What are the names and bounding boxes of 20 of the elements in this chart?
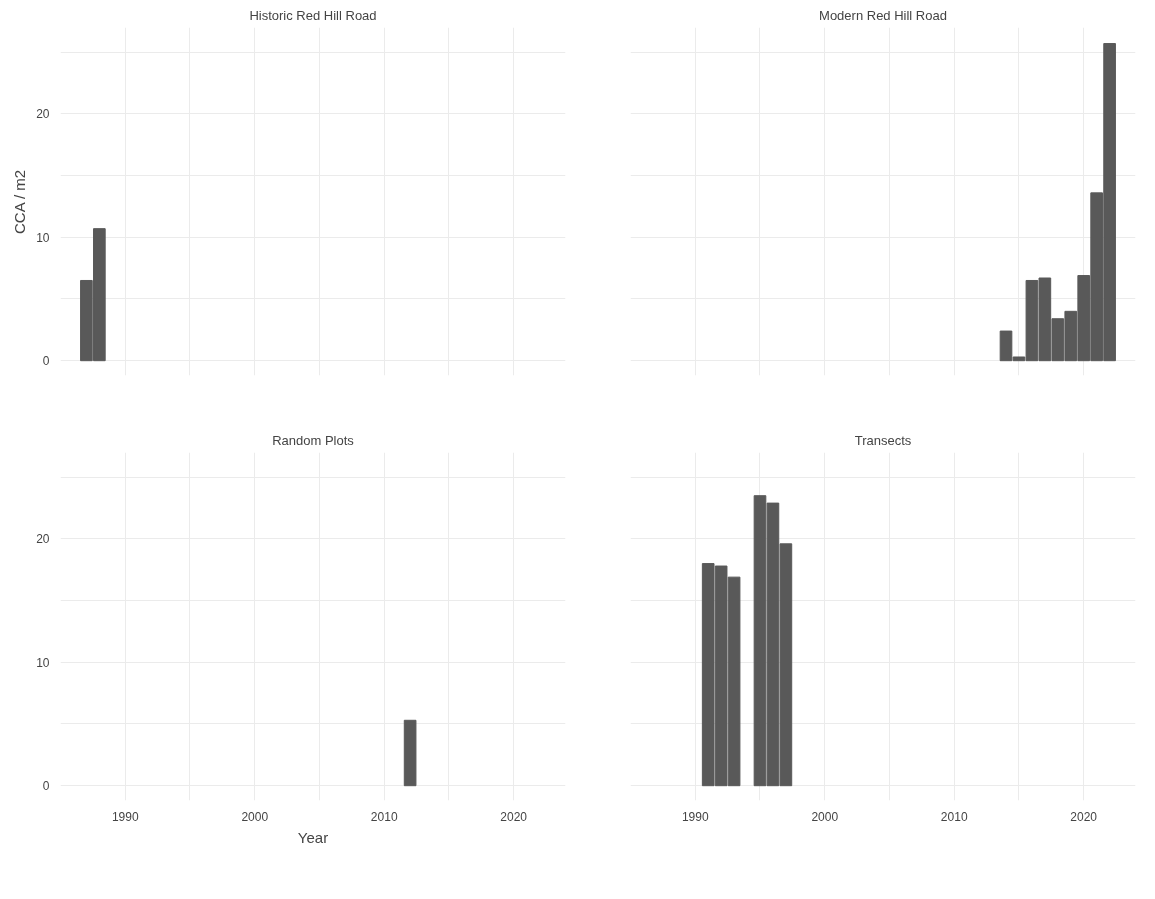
y-tick-label: 0: [42, 354, 50, 369]
y-tick-label: 20: [36, 532, 50, 547]
x-tick-label: 2010: [940, 809, 968, 824]
x-tick-label: 1990: [111, 809, 139, 824]
x-tick-label: 2000: [811, 809, 839, 824]
x-tick-label: 1990: [681, 809, 709, 824]
chart-title: Random Plots: [272, 432, 355, 448]
chart-title: Transects: [854, 432, 912, 448]
chart-title: Historic Red Hill Road: [249, 7, 377, 23]
x-tick-label: 2000: [241, 809, 269, 824]
y-axis-title: CCA / m2: [11, 169, 29, 234]
x-axis-title: Year: [297, 828, 329, 846]
y-tick-label: 10: [36, 230, 50, 245]
x-tick-label: 2020: [500, 809, 528, 824]
chart-title: Modern Red Hill Road: [819, 7, 947, 23]
x-tick-label: 2010: [370, 809, 398, 824]
x-tick-label: 2020: [1070, 809, 1098, 824]
y-tick-label: 10: [36, 655, 50, 670]
y-tick-label: 0: [42, 779, 50, 794]
y-tick-label: 20: [36, 107, 50, 122]
